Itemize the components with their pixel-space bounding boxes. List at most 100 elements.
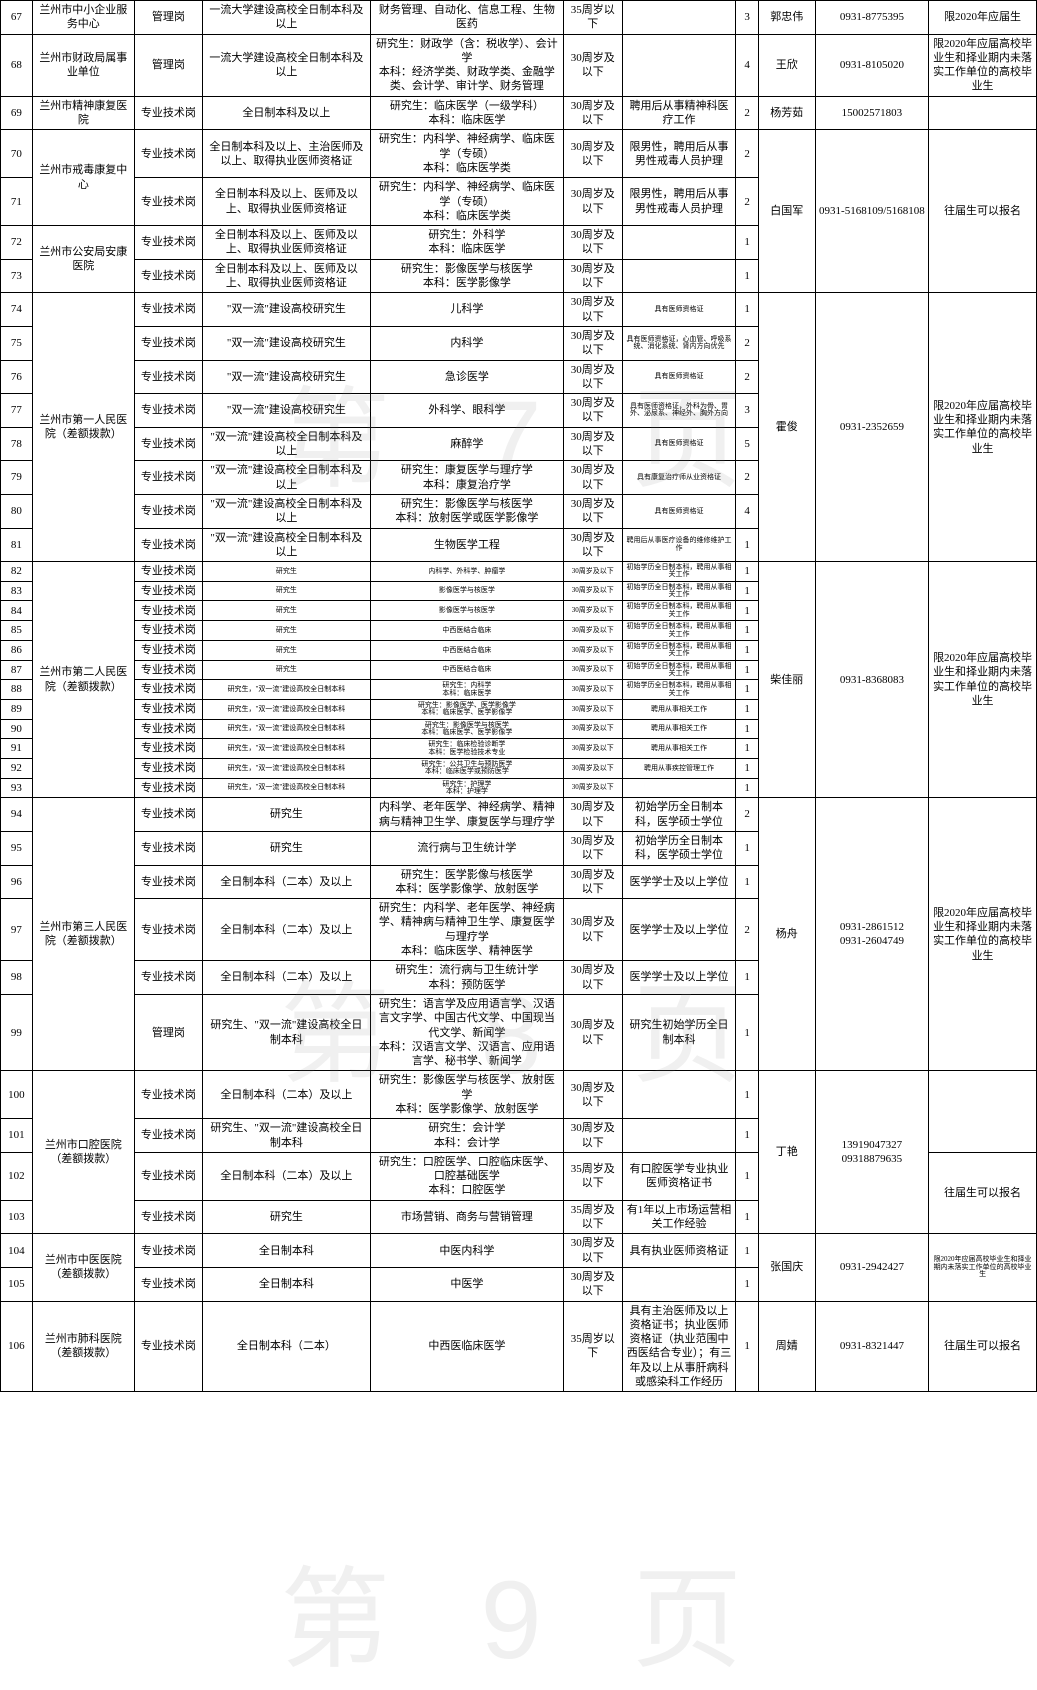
cell-count: 1	[736, 528, 759, 562]
cell-age: 30周岁及以下	[563, 494, 622, 528]
table-row: 74兰州市第一人民医院（差额拨款）专业技术岗"双一流"建设高校研究生儿科学30周…	[1, 293, 1037, 327]
cell-other: 具有医师资格证，外科为骨、胃外、泌尿系、神经外、胸外方向	[622, 394, 735, 428]
cell-edu: "双一流"建设高校研究生	[202, 293, 370, 327]
cell-edu: 全日制本科	[202, 1234, 370, 1268]
cell-post: 专业技术岗	[134, 640, 202, 660]
cell-unit: 兰州市中医医院（差额拨款）	[32, 1234, 134, 1301]
cell-age: 30周岁及以下	[563, 778, 622, 798]
cell-post: 专业技术岗	[134, 178, 202, 226]
cell-phone: 0931-8775395	[815, 1, 928, 35]
cell-other: 聘用从事相关工作	[622, 739, 735, 759]
cell-edu: 研究生、"双一流"建设高校全日制本科	[202, 1119, 370, 1153]
cell-edu: 全日制本科（二本）及以上	[202, 899, 370, 961]
cell-count: 1	[736, 865, 759, 899]
cell-other: 聘用从事疾控管理工作	[622, 758, 735, 778]
cell-edu: "双一流"建设高校全日制本科及以上	[202, 461, 370, 495]
cell-other: 聘用从事相关工作	[622, 699, 735, 719]
cell-age: 30周岁及以下	[563, 360, 622, 394]
cell-edu: 全日制本科及以上、医师及以上、取得执业医师资格证	[202, 226, 370, 260]
cell-age: 30周岁及以下	[563, 293, 622, 327]
cell-count: 4	[736, 34, 759, 96]
cell-major: 中医内科学	[370, 1234, 563, 1268]
cell-major: 研究生：医学影像与核医学本科：医学影像学、放射医学	[370, 865, 563, 899]
cell-major: 研究生：内科学、老年医学、神经病学、精神病与精神卫生学、康复医学与理疗学本科：临…	[370, 899, 563, 961]
cell-count: 1	[736, 758, 759, 778]
cell-note: 往届生可以报名	[929, 1152, 1037, 1233]
cell-note	[929, 1071, 1037, 1152]
cell-post: 管理岗	[134, 994, 202, 1070]
cell-num: 84	[1, 601, 33, 621]
cell-count: 2	[736, 798, 759, 832]
cell-contact: 白国军	[758, 130, 815, 293]
cell-unit: 兰州市戒毒康复中心	[32, 130, 134, 226]
cell-post: 专业技术岗	[134, 394, 202, 428]
cell-post: 专业技术岗	[134, 961, 202, 995]
cell-other: 初始学历全日制本科，聘用从事相关工作	[622, 660, 735, 680]
cell-count: 1	[736, 562, 759, 582]
cell-note: 限2020年应届高校毕业生和择业期内未落实工作单位的高校毕业生	[929, 1234, 1037, 1301]
cell-other: 具有医师资格证	[622, 427, 735, 461]
cell-num: 79	[1, 461, 33, 495]
cell-count: 1	[736, 739, 759, 759]
cell-count: 3	[736, 1, 759, 35]
cell-post: 专业技术岗	[134, 1267, 202, 1301]
cell-num: 85	[1, 621, 33, 641]
cell-num: 80	[1, 494, 33, 528]
cell-edu: 研究生，"双一流"建设高校全日制本科	[202, 719, 370, 739]
cell-num: 97	[1, 899, 33, 961]
cell-note: 限2020年应届高校毕业生和择业期内未落实工作单位的高校毕业生	[929, 562, 1037, 798]
cell-other: 初始学历全日制本科，聘用从事相关工作	[622, 562, 735, 582]
cell-edu: 研究生	[202, 621, 370, 641]
cell-age: 30周岁及以下	[563, 226, 622, 260]
cell-num: 67	[1, 1, 33, 35]
cell-count: 1	[736, 1200, 759, 1234]
cell-num: 87	[1, 660, 33, 680]
cell-major: 儿科学	[370, 293, 563, 327]
cell-contact: 杨舟	[758, 798, 815, 1071]
cell-other: 具有医师资格证	[622, 293, 735, 327]
cell-major: 流行病与卫生统计学	[370, 831, 563, 865]
cell-edu: "双一流"建设高校全日制本科及以上	[202, 494, 370, 528]
cell-post: 专业技术岗	[134, 1301, 202, 1392]
cell-contact: 霍俊	[758, 293, 815, 562]
cell-count: 1	[736, 259, 759, 293]
cell-major: 研究生：影像医学与核医学、放射医学本科：医学影像学、放射医学	[370, 1071, 563, 1119]
cell-count: 1	[736, 831, 759, 865]
cell-num: 69	[1, 96, 33, 130]
table-row: 69兰州市精神康复医院专业技术岗全日制本科及以上研究生：临床医学（一级学科）本科…	[1, 96, 1037, 130]
cell-age: 30周岁及以下	[563, 660, 622, 680]
cell-age: 30周岁及以下	[563, 1119, 622, 1153]
cell-post: 专业技术岗	[134, 326, 202, 360]
cell-age: 30周岁及以下	[563, 427, 622, 461]
cell-age: 30周岁及以下	[563, 994, 622, 1070]
cell-unit: 兰州市肺科医院（差额拨款）	[32, 1301, 134, 1392]
cell-num: 102	[1, 1152, 33, 1200]
cell-age: 30周岁及以下	[563, 394, 622, 428]
cell-num: 68	[1, 34, 33, 96]
cell-post: 专业技术岗	[134, 1152, 202, 1200]
cell-edu: 全日制本科（二本）	[202, 1301, 370, 1392]
cell-num: 74	[1, 293, 33, 327]
cell-age: 30周岁及以下	[563, 621, 622, 641]
page-watermark: 第 9 页	[280, 1530, 772, 1690]
cell-unit: 兰州市第二人民医院（差额拨款）	[32, 562, 134, 798]
cell-age: 30周岁及以下	[563, 739, 622, 759]
cell-age: 30周岁及以下	[563, 528, 622, 562]
cell-count: 2	[736, 178, 759, 226]
cell-edu: 全日制本科（二本）及以上	[202, 1071, 370, 1119]
cell-count: 1	[736, 226, 759, 260]
cell-num: 75	[1, 326, 33, 360]
cell-other: 具有医师资格证	[622, 360, 735, 394]
cell-other: 聘用后从事医疗设备的维修维护工作	[622, 528, 735, 562]
cell-note	[929, 96, 1037, 130]
cell-other: 初始学历全日制本科，聘用从事相关工作	[622, 680, 735, 700]
cell-contact: 郭忠伟	[758, 1, 815, 35]
cell-major: 研究生：临床检验诊断学本科：医学检验技术专业	[370, 739, 563, 759]
cell-major: 研究生：口腔医学、口腔临床医学、口腔基础医学本科：口腔医学	[370, 1152, 563, 1200]
cell-other: 初始学历全日制本科，聘用从事相关工作	[622, 621, 735, 641]
cell-post: 专业技术岗	[134, 581, 202, 601]
cell-major: 研究生：临床医学（一级学科）本科：临床医学	[370, 96, 563, 130]
cell-other	[622, 34, 735, 96]
cell-major: 研究生：外科学本科：临床医学	[370, 226, 563, 260]
cell-major: 研究生：影像医学、医学影像学本科：临床医学、医学影像学	[370, 699, 563, 719]
